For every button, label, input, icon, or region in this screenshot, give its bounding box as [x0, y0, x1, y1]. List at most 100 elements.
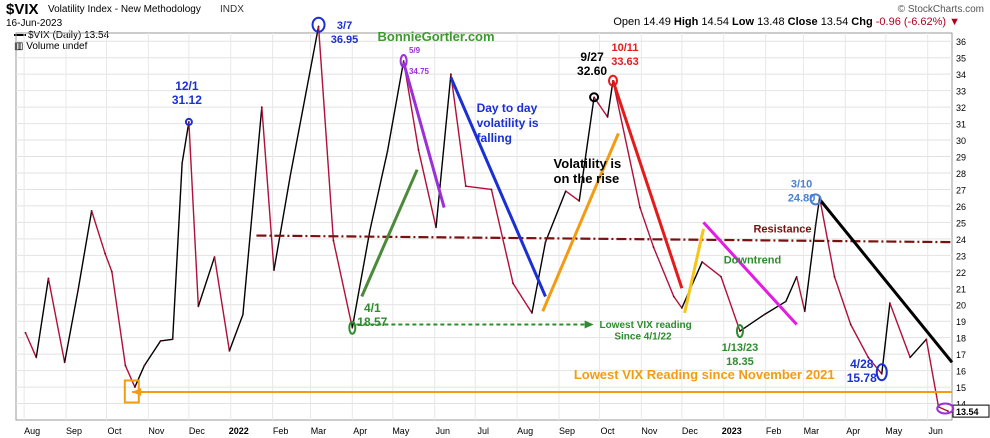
trend-overlays: [123, 16, 955, 415]
data-point: [888, 302, 891, 304]
arrow-head-left-icon: [132, 388, 142, 397]
y-tick-label: 26: [956, 202, 966, 212]
plot-frame: [15, 32, 953, 421]
resistance-line: [256, 234, 953, 244]
chart-date: 16-Jun-2023: [6, 18, 63, 29]
y-tick-label: 17: [956, 350, 966, 360]
series-segment: [289, 26, 320, 177]
low-label: Low: [732, 16, 754, 28]
close-label: Close: [787, 16, 818, 28]
y-tick-label: 33: [956, 87, 966, 97]
series-segment: [465, 185, 492, 191]
series-segment: [386, 60, 405, 152]
data-point: [564, 190, 567, 192]
marker-1-13: [735, 324, 744, 339]
data-point: [849, 323, 852, 326]
x-tick-label: Feb: [766, 426, 782, 436]
arrow-head-right-icon: [584, 320, 594, 329]
data-point: [763, 313, 766, 316]
data-point: [110, 270, 113, 273]
data-point: [680, 307, 683, 309]
data-point: [171, 338, 174, 341]
low-value: 13.48: [757, 16, 785, 28]
data-point: [402, 60, 405, 62]
data-point: [784, 300, 787, 303]
data-point: [672, 295, 675, 298]
data-point: [332, 239, 335, 242]
black-down-line: [818, 198, 954, 364]
data-point: [833, 275, 836, 278]
y-tick-label: 20: [956, 301, 966, 311]
marker-5-9: [399, 53, 408, 68]
series-segment: [925, 339, 940, 407]
series-segment: [450, 74, 467, 187]
y-tick-label: 34: [956, 70, 966, 80]
x-tick-label: 2022: [229, 426, 249, 436]
series-segment: [612, 80, 641, 208]
series-segment: [544, 190, 567, 243]
series-swatch: [14, 34, 26, 37]
y-tick-label: 36: [956, 37, 966, 47]
resistance-label: Resistance: [753, 223, 811, 235]
bar-chart-icon: ▥: [14, 41, 24, 52]
data-point: [77, 289, 80, 291]
chg-label: Chg: [851, 16, 873, 28]
series-segment: [867, 356, 883, 375]
day-to-day-label-line: falling: [477, 131, 512, 145]
series-segment: [673, 296, 683, 309]
marker-3-7: [311, 16, 326, 33]
lowest-since-nov-label: Lowest VIX Reading since November 2021: [574, 367, 835, 382]
day-to-day-label-line: volatility is: [477, 116, 539, 130]
y-tick-label: 18: [956, 334, 966, 344]
series-segment: [490, 189, 514, 284]
series-segment: [104, 253, 113, 273]
purple-down-line: [402, 62, 446, 208]
y-tick-label: 22: [956, 268, 966, 278]
vol-rise-label-line: Volatility is: [554, 156, 622, 171]
x-tick-label: Sep: [66, 426, 82, 436]
y-tick-label: 35: [956, 54, 966, 64]
legend-volume-label: Volume undef: [26, 41, 88, 52]
series-segment: [763, 300, 787, 316]
data-point: [490, 188, 493, 191]
y-tick-label: 21: [956, 284, 966, 294]
x-tick-label: Aug: [24, 426, 40, 436]
open-label: Open: [613, 16, 641, 28]
ticker-name: Volatility Index - New Methodology: [48, 4, 201, 15]
ticker-symbol: $VIX: [6, 1, 39, 18]
series-segment: [63, 289, 79, 363]
high-label: High: [673, 16, 699, 28]
data-point: [104, 252, 107, 255]
data-point: [450, 73, 452, 76]
magenta-down-line: [702, 221, 798, 326]
series-segment: [795, 276, 806, 312]
label-4-1-value: 18.57: [357, 315, 387, 329]
series-segment: [90, 210, 106, 254]
data-point: [578, 200, 581, 202]
x-tick-label: Jun: [928, 426, 943, 436]
marker-4-28: [875, 363, 888, 382]
series-segment: [512, 282, 533, 314]
series-segment: [181, 121, 190, 164]
chg-value: -0.96 (-6.62%): [875, 16, 947, 28]
blue-down-line: [449, 76, 547, 298]
marker-nov-low: [123, 379, 140, 404]
open-value: 14.49: [643, 16, 671, 28]
series-segment: [565, 190, 580, 202]
legend-series-label: $VIX (Daily) 13.54: [28, 30, 110, 41]
data-point: [720, 275, 722, 278]
x-tick-label: Dec: [189, 426, 206, 436]
data-point: [35, 356, 38, 359]
y-tick-label: 28: [956, 169, 966, 179]
series-segment: [171, 163, 183, 340]
series-segment: [47, 278, 66, 363]
x-tick-label: Aug: [517, 426, 533, 436]
data-point: [242, 313, 244, 316]
x-tick-label: Nov: [148, 426, 165, 436]
yellow-up-line: [683, 228, 705, 314]
data-point: [925, 338, 928, 341]
series-segment: [261, 107, 275, 271]
label-1-13-value: 18.35: [726, 356, 754, 368]
